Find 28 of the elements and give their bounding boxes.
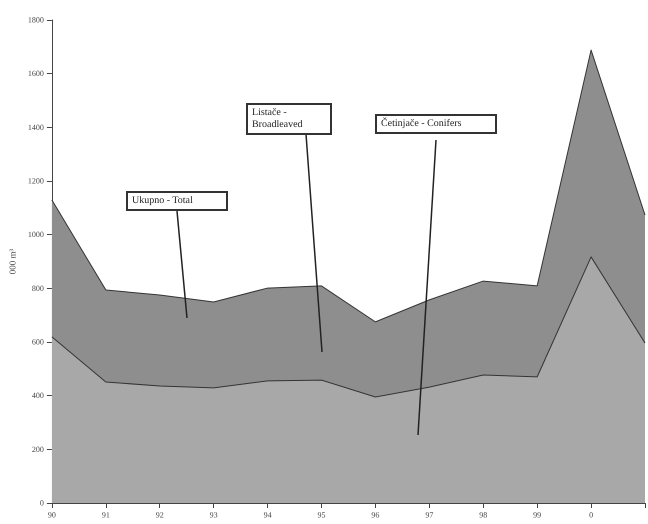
x-tick-label: 92 — [156, 510, 164, 520]
annotation: Četinjače - Conifers — [381, 118, 462, 129]
y-tick-label: 0 — [40, 498, 44, 508]
x-tick-label: 90 — [48, 510, 56, 520]
y-tick-label: 400 — [32, 391, 44, 400]
y-tick-label: 1200 — [28, 176, 44, 186]
y-tick-label: 600 — [32, 338, 44, 346]
y-tick-label: 200 — [32, 444, 44, 454]
x-tick-label: 93 — [210, 510, 218, 520]
y-tick-label: 1000 — [28, 230, 44, 240]
callout-box: Četinjače - Conifers — [375, 114, 497, 134]
x-tick-label: 99 — [533, 510, 542, 520]
x-tick-label: 98 — [479, 510, 488, 520]
callout-box: Ukupno - Total — [126, 191, 228, 211]
x-tick-label: 91 — [102, 510, 110, 520]
x-tick-label: 97 — [425, 510, 434, 520]
x-tick-label: 0 — [589, 510, 594, 520]
y-axis-title: 000 m³ — [8, 248, 18, 274]
y-tick-label: 1600 — [28, 69, 44, 78]
x-tick-label: 95 — [317, 510, 326, 520]
annotation: Listače - Broadleaved — [252, 107, 303, 130]
y-tick-label: 1800 — [28, 16, 44, 24]
annotation: Ukupno - Total — [132, 195, 193, 206]
y-tick-label: 800 — [32, 284, 44, 293]
callout-box: Listače - Broadleaved — [246, 103, 332, 135]
x-tick-label: 94 — [264, 510, 272, 520]
y-tick-label: 1400 — [28, 122, 44, 132]
x-tick-label: 96 — [371, 510, 380, 520]
